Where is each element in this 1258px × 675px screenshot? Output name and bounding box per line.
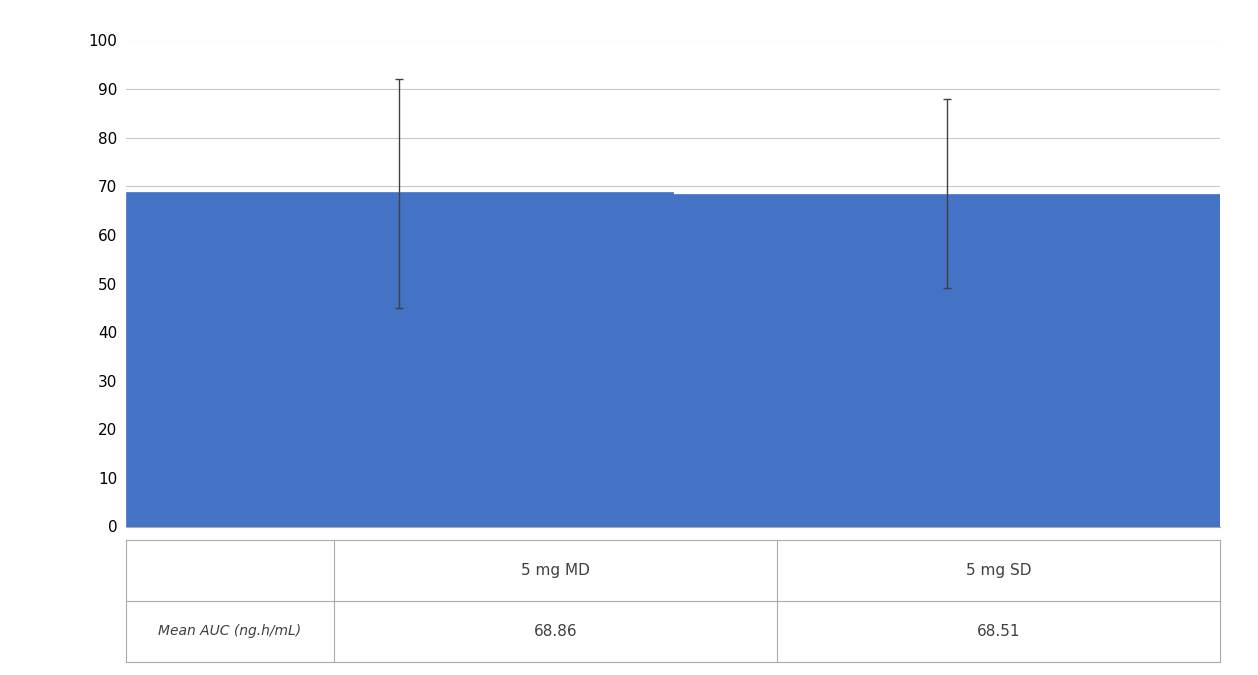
- Text: 5 mg SD: 5 mg SD: [966, 563, 1032, 578]
- Text: 68.51: 68.51: [977, 624, 1020, 639]
- Text: 5 mg MD: 5 mg MD: [521, 563, 590, 578]
- Text: Mean AUC (ng.h/mL): Mean AUC (ng.h/mL): [159, 624, 302, 638]
- Text: 68.86: 68.86: [533, 624, 577, 639]
- Bar: [126, 192, 673, 526]
- Bar: [673, 194, 1220, 526]
